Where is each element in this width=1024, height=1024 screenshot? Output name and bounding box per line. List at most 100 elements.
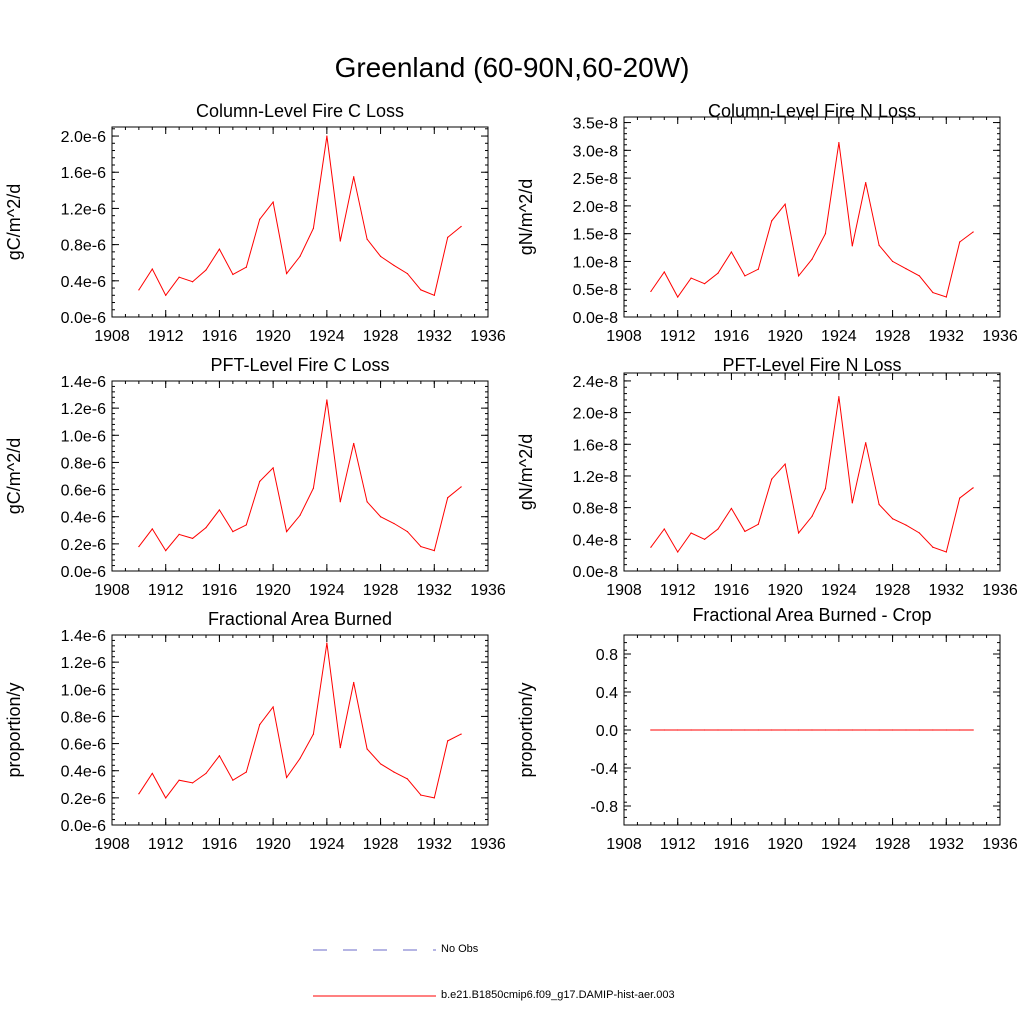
data-point	[905, 524, 907, 526]
data-point	[339, 747, 341, 749]
data-point	[703, 283, 706, 285]
plot-frame	[111, 126, 489, 318]
data-point	[677, 551, 679, 553]
data-point	[285, 272, 288, 275]
y-tick-label: 3.5e-8	[573, 116, 618, 133]
data-point	[433, 294, 435, 296]
data-point	[245, 524, 247, 526]
panel-title: PFT-Level Fire N Loss	[722, 355, 901, 375]
data-point	[165, 294, 167, 296]
data-point	[191, 537, 194, 540]
x-tick-label: 1916	[714, 836, 750, 853]
y-axis-label: gC/m^2/d	[4, 438, 24, 514]
y-tick-label: 2.0e-8	[573, 199, 618, 216]
data-point	[771, 729, 773, 731]
data-point	[393, 771, 395, 773]
data-point	[178, 533, 180, 535]
data-point	[932, 291, 934, 294]
plot-frame	[111, 380, 489, 572]
data-point	[918, 275, 921, 277]
data-point	[811, 729, 813, 731]
data-point	[433, 550, 435, 552]
data-point	[165, 550, 167, 552]
y-tick-label: 1.0e-6	[61, 682, 106, 699]
y-tick-label: 0.5e-8	[573, 282, 618, 299]
data-point	[945, 729, 947, 731]
panel-title: Fractional Area Burned - Crop	[692, 605, 931, 625]
data-point	[959, 729, 961, 731]
x-tick-label: 1928	[363, 328, 399, 345]
x-tick-label: 1932	[416, 836, 452, 853]
chart-panel-fractional-area-burned: 1908 1912 1916 1920 1924 1928 1932 1936 0.0e-6 0.…	[4, 609, 506, 853]
x-tick-label: 1908	[606, 836, 642, 853]
data-point	[339, 240, 341, 242]
data-point	[771, 220, 773, 222]
x-tick-label: 1936	[982, 582, 1018, 599]
data-point	[717, 528, 719, 530]
data-point	[299, 255, 301, 257]
x-tick-label: 1924	[821, 328, 857, 345]
y-axis-label: proportion/y	[516, 682, 536, 777]
data-point	[326, 642, 328, 644]
data-point	[205, 526, 207, 529]
data-point	[703, 729, 706, 731]
y-tick-label: 2.5e-8	[573, 171, 618, 188]
y-tick-label: 0.8e-8	[573, 501, 618, 518]
data-point	[285, 531, 288, 533]
data-point	[891, 260, 894, 263]
data-point	[650, 729, 652, 731]
data-point	[932, 729, 934, 731]
data-point	[851, 729, 853, 731]
series-line	[138, 399, 462, 552]
x-tick-label: 1908	[606, 582, 642, 599]
plot-frame	[623, 116, 1001, 318]
y-tick-label: -0.8	[590, 799, 618, 816]
panel-title: Fractional Area Burned	[208, 609, 392, 629]
y-axis-label: gN/m^2/d	[516, 434, 536, 510]
data-point	[959, 497, 961, 499]
data-point	[811, 515, 813, 517]
data-point	[165, 797, 167, 799]
x-tick-label: 1920	[255, 836, 291, 853]
x-tick-label: 1920	[255, 582, 291, 599]
x-tick-label: 1920	[255, 328, 291, 345]
data-point	[905, 729, 907, 731]
data-point	[730, 729, 733, 731]
y-tick-label: 1.5e-8	[573, 227, 618, 244]
plot-frame	[623, 372, 1001, 572]
data-point	[891, 518, 894, 520]
data-point	[784, 203, 786, 205]
data-point	[218, 248, 221, 250]
data-point	[730, 507, 733, 510]
data-point	[744, 530, 746, 533]
data-point	[326, 399, 328, 401]
data-point	[151, 268, 153, 270]
x-tick-label: 1916	[714, 582, 750, 599]
data-point	[730, 251, 733, 253]
data-point	[285, 776, 288, 779]
data-point	[460, 733, 462, 735]
data-point	[353, 442, 355, 445]
x-tick-label: 1936	[982, 328, 1018, 345]
y-tick-label: 0.8e-6	[61, 238, 106, 255]
y-tick-label: 0.2e-6	[61, 791, 106, 808]
series-line	[138, 135, 462, 297]
y-tick-label: 2.0e-8	[573, 406, 618, 423]
data-point	[272, 467, 274, 469]
data-point	[232, 531, 234, 533]
y-tick-label: 3.0e-8	[573, 143, 618, 160]
data-point	[406, 531, 409, 533]
data-point	[205, 269, 207, 271]
x-tick-label: 1936	[470, 836, 506, 853]
data-point	[312, 227, 315, 229]
y-tick-label: 0.0e-8	[573, 564, 618, 581]
data-point	[945, 551, 947, 553]
x-tick-label: 1936	[982, 836, 1018, 853]
x-tick-label: 1936	[470, 328, 506, 345]
data-point	[191, 281, 194, 283]
data-point	[972, 231, 974, 233]
data-point	[151, 528, 153, 530]
data-point	[299, 757, 301, 760]
data-point	[138, 793, 140, 795]
